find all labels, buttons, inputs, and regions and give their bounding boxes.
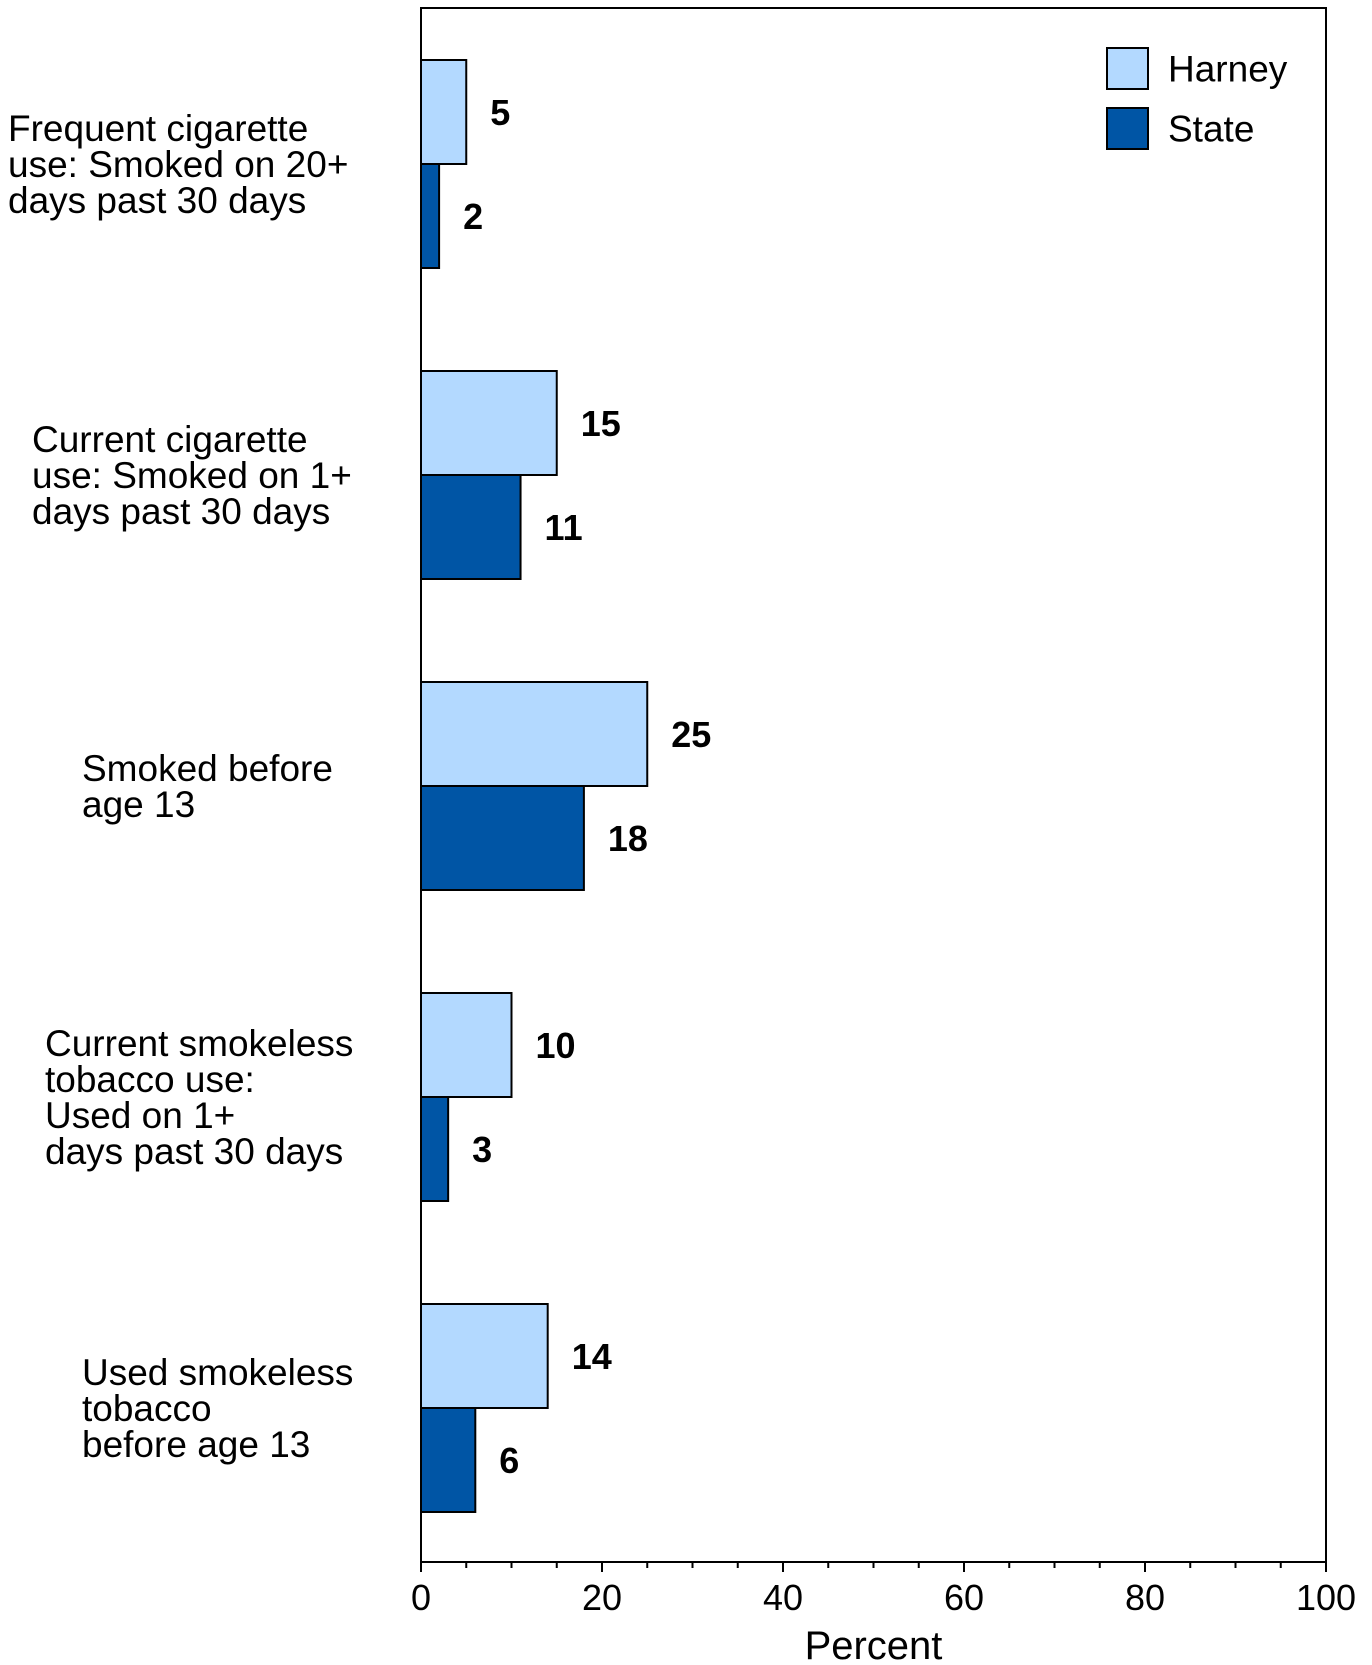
data-label-harney: 5 xyxy=(490,92,510,133)
category-label: Current cigarette use: Smoked on 1+ days p… xyxy=(32,419,352,532)
category-label-line: age 13 xyxy=(82,784,195,825)
category-label-line: Current cigarette xyxy=(32,419,308,460)
legend: Harney State xyxy=(1106,47,1288,150)
bar-state xyxy=(420,785,585,891)
category-label-line: Current smokeless xyxy=(45,1023,353,1064)
category-label-line: tobacco xyxy=(82,1388,212,1429)
bar-state xyxy=(420,163,441,269)
category-label-line: before age 13 xyxy=(82,1424,310,1465)
bar-harney xyxy=(420,992,513,1098)
bar-state xyxy=(420,474,522,580)
legend-label-state: State xyxy=(1168,109,1254,150)
category-label: Used smokeless tobacco before age 13 xyxy=(82,1352,353,1465)
data-label-state: 18 xyxy=(608,818,648,859)
x-tick-label: 20 xyxy=(582,1577,622,1618)
bar-harney xyxy=(420,1303,549,1409)
data-label-harney: 15 xyxy=(581,403,621,444)
x-tick-label: 0 xyxy=(411,1577,431,1618)
legend-swatch-state xyxy=(1106,107,1149,150)
category-label-line: Smoked before xyxy=(82,748,333,789)
category-label-line: days past 30 days xyxy=(45,1131,343,1172)
x-tick-label: 100 xyxy=(1296,1577,1356,1618)
category-label: Frequent cigarette use: Smoked on 20+ days… xyxy=(8,108,348,221)
bar-harney xyxy=(420,59,468,165)
data-label-harney: 10 xyxy=(536,1025,576,1066)
data-label-state: 3 xyxy=(472,1129,492,1170)
category-label-line: Used on 1+ xyxy=(45,1095,235,1136)
legend-swatch-harney xyxy=(1106,47,1149,90)
bar-state xyxy=(420,1096,450,1202)
data-label-state: 6 xyxy=(499,1440,519,1481)
data-label-state: 2 xyxy=(463,196,483,237)
legend-label-harney: Harney xyxy=(1168,49,1288,90)
data-label-harney: 14 xyxy=(572,1336,612,1377)
x-tick-label: 60 xyxy=(944,1577,984,1618)
category-label-line: days past 30 days xyxy=(8,180,306,221)
bars xyxy=(420,59,649,1513)
x-axis: 0 20 40 60 80 100 xyxy=(411,1562,1356,1618)
category-label: Smoked before age 13 xyxy=(82,748,333,825)
value-labels: 5 15 25 10 14 2 11 18 3 6 xyxy=(463,92,711,1481)
data-label-state: 11 xyxy=(545,507,583,548)
x-tick-label: 80 xyxy=(1125,1577,1165,1618)
category-label-line: tobacco use: xyxy=(45,1059,255,1100)
bar-harney xyxy=(420,681,649,787)
data-label-harney: 25 xyxy=(671,714,711,755)
x-tick-label: 40 xyxy=(763,1577,803,1618)
bar-state xyxy=(420,1407,477,1513)
category-label-line: days past 30 days xyxy=(32,491,330,532)
category-label: Current smokeless tobacco use: Used on 1+ d… xyxy=(45,1023,353,1172)
category-label-line: use: Smoked on 1+ xyxy=(32,455,352,496)
bar-harney xyxy=(420,370,558,476)
category-labels: Frequent cigarette use: Smoked on 20+ days… xyxy=(8,108,353,1465)
category-label-line: Used smokeless xyxy=(82,1352,353,1393)
category-label-line: Frequent cigarette xyxy=(8,108,308,149)
category-label-line: use: Smoked on 20+ xyxy=(8,144,348,185)
x-axis-title: Percent xyxy=(805,1624,943,1665)
